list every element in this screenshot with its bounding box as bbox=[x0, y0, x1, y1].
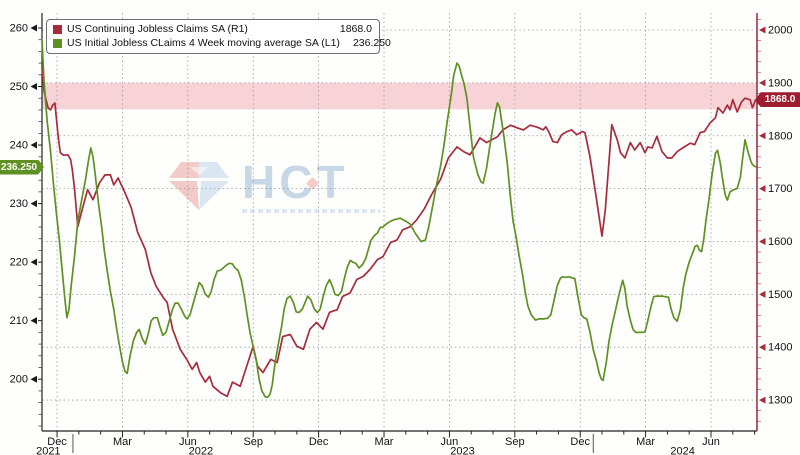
series-initial-claims-4wk[interactable] bbox=[41, 38, 757, 399]
svg-text:Jun: Jun bbox=[702, 436, 720, 448]
legend-item-initial-claims[interactable]: US Initial Jobless CLaims 4 Week moving … bbox=[53, 36, 391, 50]
legend-item-continuing-claims[interactable]: US Continuing Jobless Claims SA (R1) 186… bbox=[53, 22, 372, 36]
right-axis-value-badge: 1868.0 bbox=[755, 92, 800, 108]
svg-text:Mar: Mar bbox=[113, 436, 132, 448]
x-axis: Dec Mar Jun Sep Dec Mar Jun Sep Dec Mar Jun 2021 202… bbox=[36, 431, 756, 455]
svg-text:Sep: Sep bbox=[505, 436, 525, 448]
legend-label: US Initial Jobless CLaims 4 Week moving … bbox=[67, 37, 340, 49]
svg-text:220: 220 bbox=[10, 257, 28, 269]
legend-value: 236.250 bbox=[352, 37, 391, 49]
svg-text:250: 250 bbox=[10, 81, 28, 93]
svg-text:240: 240 bbox=[10, 140, 28, 152]
watermark-tagline bbox=[242, 209, 380, 213]
svg-text:Dec: Dec bbox=[309, 436, 329, 448]
svg-text:1600: 1600 bbox=[768, 236, 792, 248]
svg-text:2023: 2023 bbox=[450, 446, 474, 455]
highlight-band bbox=[42, 82, 757, 110]
left-axis: 200 210 220 230 240 250 260 bbox=[10, 22, 42, 427]
watermark: HCT bbox=[168, 158, 380, 214]
svg-text:1500: 1500 bbox=[768, 289, 792, 301]
svg-text:2000: 2000 bbox=[768, 25, 792, 37]
svg-text:Dec: Dec bbox=[47, 436, 67, 448]
gridlines bbox=[42, 13, 757, 431]
svg-text:1700: 1700 bbox=[768, 183, 792, 195]
svg-text:200: 200 bbox=[10, 374, 28, 386]
svg-text:Dec: Dec bbox=[570, 436, 590, 448]
axis-spines bbox=[41, 13, 758, 432]
svg-text:260: 260 bbox=[10, 22, 28, 34]
svg-text:1800: 1800 bbox=[768, 130, 792, 142]
series-continuing-claims[interactable] bbox=[41, 66, 757, 398]
svg-text:Sep: Sep bbox=[243, 436, 263, 448]
legend-swatch-green bbox=[53, 38, 62, 48]
svg-text:2021: 2021 bbox=[36, 446, 60, 455]
legend-swatch-red bbox=[53, 24, 62, 34]
svg-text:Mar: Mar bbox=[375, 436, 394, 448]
svg-text:210: 210 bbox=[10, 315, 28, 327]
svg-text:2022: 2022 bbox=[189, 446, 213, 455]
right-axis: 1300 1400 1500 1600 1700 1800 1900 2000 bbox=[757, 19, 792, 422]
watermark-diamond-icon bbox=[169, 162, 229, 210]
left-axis-value-badge: 236.250 bbox=[0, 159, 44, 175]
svg-text:2024: 2024 bbox=[670, 446, 694, 455]
svg-text:Mar: Mar bbox=[636, 436, 655, 448]
legend-value: 1868.0 bbox=[339, 23, 372, 35]
legend-box: US Continuing Jobless Claims SA (R1) 186… bbox=[46, 19, 391, 54]
svg-text:Jun: Jun bbox=[179, 436, 197, 448]
svg-text:1900: 1900 bbox=[768, 77, 792, 89]
legend-label: US Continuing Jobless Claims SA (R1) bbox=[67, 23, 248, 35]
svg-text:1300: 1300 bbox=[768, 395, 792, 407]
svg-text:230: 230 bbox=[10, 198, 28, 210]
watermark-text: HCT bbox=[242, 156, 349, 208]
svg-text:Jun: Jun bbox=[441, 436, 459, 448]
svg-text:1400: 1400 bbox=[768, 342, 792, 354]
